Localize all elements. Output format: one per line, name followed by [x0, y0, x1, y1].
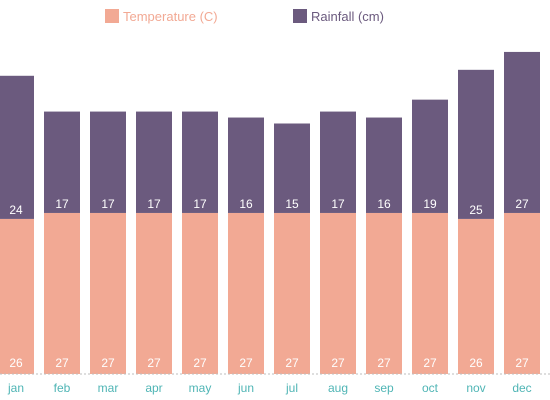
x-axis-tick-labels: jan feb mar apr may jun jul aug sep oct nov dec [7, 381, 532, 395]
data-label-temperature-jan: 26 [9, 356, 23, 370]
bar-rainfall-jul [274, 123, 310, 213]
legend-swatch-rainfall [293, 9, 307, 23]
x-tick-label-jul: jul [285, 381, 298, 395]
x-tick-label-feb: feb [54, 381, 71, 395]
x-tick-label-oct: oct [422, 381, 439, 395]
data-label-temperature-jun: 27 [239, 356, 253, 370]
bar-rainfall-sep [366, 117, 402, 213]
bar-rainfall-jun [228, 117, 264, 213]
data-label-temperature-oct: 27 [423, 356, 437, 370]
bar-temperature-dec [504, 212, 540, 374]
data-label-rainfall-mar: 17 [101, 197, 115, 211]
x-tick-label-dec: dec [512, 381, 531, 395]
bar-temperature-feb [44, 212, 80, 374]
x-tick-label-sep: sep [374, 381, 394, 395]
bar-temperature-jul [274, 212, 310, 374]
data-label-temperature-dec: 27 [515, 356, 529, 370]
bar-rainfall-mar [90, 111, 126, 213]
x-tick-label-apr: apr [145, 381, 162, 395]
legend-label-rainfall: Rainfall (cm) [311, 9, 384, 24]
bar-temperature-apr [136, 212, 172, 374]
data-label-temperature-aug: 27 [331, 356, 345, 370]
data-label-temperature-jul: 27 [285, 356, 299, 370]
x-tick-label-jun: jun [237, 381, 254, 395]
bar-rainfall-aug [320, 111, 356, 213]
x-tick-label-mar: mar [98, 381, 119, 395]
data-label-temperature-may: 27 [193, 356, 207, 370]
bar-rainfall-apr [136, 111, 172, 213]
data-label-rainfall-jan: 24 [9, 203, 23, 217]
data-label-rainfall-oct: 19 [423, 197, 437, 211]
bar-temperature-mar [90, 212, 126, 374]
data-label-temperature-mar: 27 [101, 356, 115, 370]
bar-rainfall-dec [504, 51, 540, 213]
legend-label-temperature: Temperature (C) [123, 9, 218, 24]
x-tick-label-jan: jan [7, 381, 24, 395]
bar-temperature-jan [0, 218, 34, 374]
data-label-rainfall-jun: 16 [239, 197, 253, 211]
data-label-rainfall-aug: 17 [331, 197, 345, 211]
data-label-rainfall-sep: 16 [377, 197, 391, 211]
data-label-rainfall-jul: 15 [285, 197, 299, 211]
legend-swatch-temperature [105, 9, 119, 23]
bar-rainfall-nov [458, 69, 494, 219]
bar-temperature-oct [412, 212, 448, 374]
x-tick-label-may: may [189, 381, 212, 395]
data-label-temperature-nov: 26 [469, 356, 483, 370]
bar-rainfall-oct [412, 99, 448, 213]
data-label-temperature-sep: 27 [377, 356, 391, 370]
data-label-temperature-apr: 27 [147, 356, 161, 370]
bar-temperature-jun [228, 212, 264, 374]
data-label-rainfall-feb: 17 [55, 197, 69, 211]
data-label-temperature-feb: 27 [55, 356, 69, 370]
data-label-rainfall-apr: 17 [147, 197, 161, 211]
x-tick-label-nov: nov [466, 381, 485, 395]
bar-temperature-nov [458, 218, 494, 374]
x-tick-label-aug: aug [328, 381, 348, 395]
bar-rainfall-jan [0, 75, 34, 219]
data-label-rainfall-dec: 27 [515, 197, 529, 211]
data-label-rainfall-may: 17 [193, 197, 207, 211]
bars: 26 24 27 17 27 17 27 17 27 17 27 16 27 15 27 17 27 16 27 19… [0, 51, 540, 374]
bar-temperature-aug [320, 212, 356, 374]
bar-temperature-sep [366, 212, 402, 374]
bar-temperature-may [182, 212, 218, 374]
legend: Temperature (C) Rainfall (cm) [105, 9, 384, 24]
bar-rainfall-may [182, 111, 218, 213]
data-label-rainfall-nov: 25 [469, 203, 483, 217]
bar-rainfall-feb [44, 111, 80, 213]
